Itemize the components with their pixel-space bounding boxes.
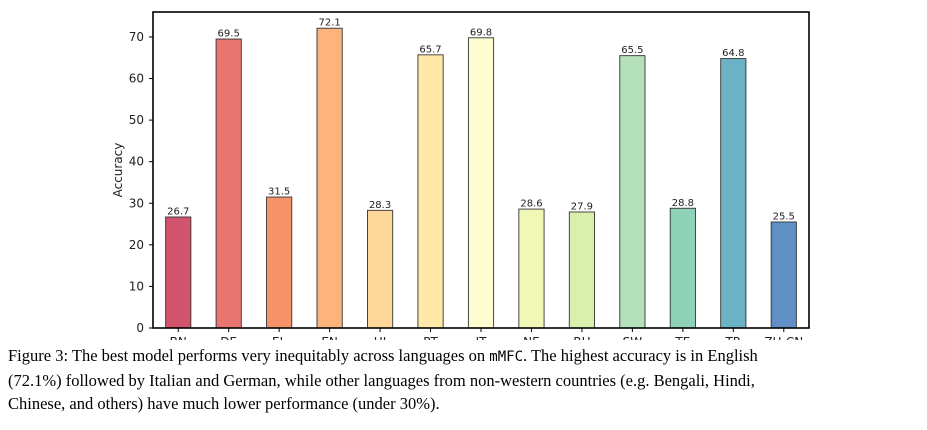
- y-tick-label-70: 70: [129, 30, 144, 44]
- data-label-pt: 65.7: [419, 44, 441, 55]
- data-label-el: 31.5: [268, 187, 290, 198]
- figure-caption: Figure 3: The best model performs very i…: [8, 344, 923, 415]
- bars: 26.7 69.5 31.5 72.1 28.3 65.7 69.8 28.6 27.9 65.5…: [165, 18, 797, 329]
- y-tick-label-30: 30: [129, 196, 144, 210]
- caption-dataset-name: mMFC: [489, 349, 524, 365]
- bar-el: [266, 196, 293, 329]
- bar-ne: [518, 208, 545, 329]
- x-axis: BN DE EL EN HI PT IT NE RU SW TE TR ZH-CN: [170, 328, 803, 340]
- caption-line3: Chinese, and others) have much lower per…: [8, 394, 440, 413]
- x-tick-label-it: IT: [476, 335, 488, 340]
- data-label-hi: 28.3: [369, 200, 391, 211]
- bar-sw: [619, 55, 646, 329]
- y-axis: 0 10 20 30 40 50 60 70: [129, 30, 153, 335]
- x-tick-label-bn: BN: [170, 335, 187, 340]
- bar-pt: [417, 54, 444, 329]
- x-tick-label-ru: RU: [573, 335, 590, 340]
- x-tick-label-te: TE: [674, 335, 690, 340]
- y-tick-label-20: 20: [129, 238, 144, 252]
- caption-line1-end: . The highest accuracy is in English: [523, 346, 758, 365]
- x-tick-label-en: EN: [321, 335, 338, 340]
- x-tick-label-de: DE: [220, 335, 237, 340]
- caption-line2: (72.1%) followed by Italian and German, …: [8, 371, 755, 390]
- x-tick-label-el: EL: [272, 335, 287, 340]
- caption-line1-start: Figure 3: The best model performs very i…: [8, 346, 490, 365]
- data-label-te: 28.8: [672, 198, 694, 209]
- y-tick-label-50: 50: [129, 113, 144, 127]
- data-label-zh-cn: 25.5: [773, 211, 795, 222]
- x-tick-label-sw: SW: [623, 335, 643, 340]
- data-label-bn: 26.7: [167, 206, 189, 217]
- bar-te: [669, 207, 696, 329]
- data-label-ru: 27.9: [571, 201, 593, 212]
- x-tick-label-zh-cn: ZH-CN: [764, 335, 803, 340]
- bar-en: [316, 27, 343, 329]
- bar-bn: [165, 216, 192, 329]
- bar-de: [215, 38, 242, 329]
- bar-ru: [568, 211, 595, 329]
- y-tick-label-10: 10: [129, 279, 144, 293]
- bar-hi: [367, 209, 394, 329]
- x-tick-label-ne: NE: [523, 335, 540, 340]
- data-label-it: 69.8: [470, 27, 492, 38]
- y-tick-label-0: 0: [136, 321, 144, 335]
- bar-it: [467, 37, 495, 329]
- data-label-sw: 65.5: [621, 45, 643, 56]
- data-label-en: 72.1: [318, 18, 340, 29]
- data-label-tr: 64.8: [722, 48, 744, 59]
- data-label-de: 69.5: [218, 29, 240, 40]
- plot-frame: [152, 11, 810, 329]
- y-tick-label-60: 60: [129, 72, 144, 86]
- x-tick-label-pt: PT: [423, 335, 438, 340]
- bar-tr: [720, 58, 747, 329]
- y-axis-label: Accuracy: [111, 143, 125, 198]
- y-tick-label-40: 40: [129, 155, 144, 169]
- bar-chart: 26.7 69.5 31.5 72.1 28.3 65.7 69.8 28.6 27.9 65.5…: [111, 11, 810, 340]
- data-label-ne: 28.6: [520, 199, 542, 210]
- bar-zh-cn: [770, 221, 797, 329]
- x-tick-label-hi: HI: [374, 335, 387, 340]
- x-tick-label-tr: TR: [724, 335, 741, 340]
